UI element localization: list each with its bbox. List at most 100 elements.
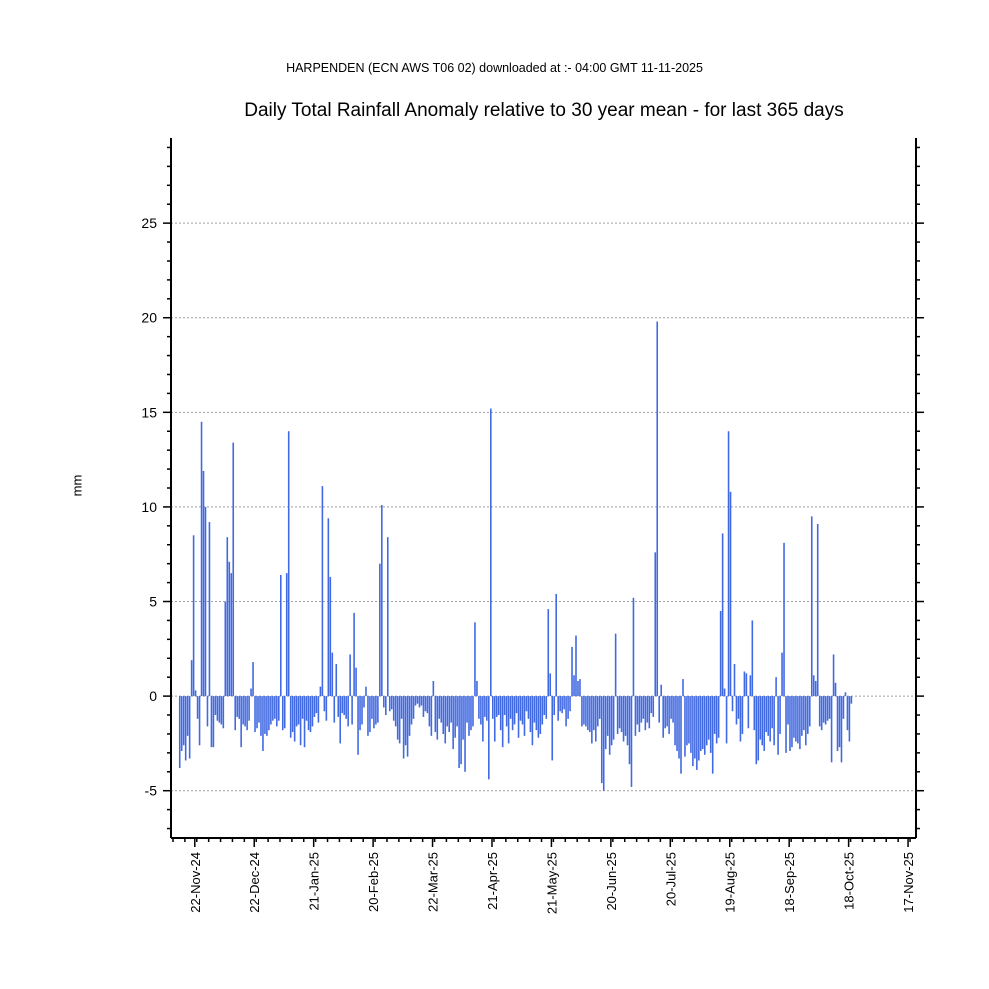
bar: [402, 696, 405, 759]
bar: [268, 696, 270, 731]
bar: [450, 696, 452, 723]
y-tick-label: 10: [141, 499, 157, 515]
bar: [210, 696, 213, 748]
bar: [775, 677, 777, 697]
bar: [252, 662, 254, 697]
bar: [299, 696, 302, 746]
bar: [456, 696, 458, 727]
bar: [377, 696, 379, 723]
y-tick-label: 0: [149, 688, 157, 704]
bar: [739, 696, 742, 742]
bar: [224, 601, 227, 697]
bar: [272, 696, 274, 721]
bar: [765, 696, 767, 733]
bar: [799, 696, 801, 750]
bar: [359, 696, 361, 731]
bar: [418, 696, 421, 708]
bar: [499, 696, 502, 731]
bar: [579, 679, 581, 697]
bar: [404, 696, 407, 746]
bar: [386, 537, 389, 697]
bar: [278, 696, 280, 721]
bar: [844, 692, 847, 697]
bar: [297, 696, 300, 725]
x-tick-label: 18-Oct-25: [842, 852, 857, 910]
bar: [703, 696, 706, 755]
bar: [525, 696, 528, 712]
bar: [283, 696, 286, 729]
bar: [575, 635, 577, 697]
bar: [398, 696, 401, 744]
bar: [803, 696, 805, 731]
bar: [698, 696, 700, 761]
bar: [303, 696, 306, 748]
bar: [755, 696, 758, 765]
bar: [266, 696, 268, 736]
bar: [232, 442, 235, 697]
bar: [472, 696, 474, 727]
y-tick-label: -5: [145, 783, 158, 799]
bar: [262, 696, 264, 751]
bar: [452, 696, 454, 750]
bar: [531, 696, 534, 746]
bar: [226, 537, 229, 697]
bar: [840, 696, 843, 763]
bar: [632, 597, 635, 697]
bar: [416, 696, 419, 704]
bar: [331, 652, 334, 697]
bar: [228, 561, 231, 697]
bar: [541, 696, 544, 725]
bar: [729, 491, 732, 697]
bar: [672, 696, 674, 723]
x-tick-label: 21-May-25: [544, 852, 559, 914]
bar: [517, 696, 520, 738]
bar: [834, 682, 837, 697]
bar: [846, 696, 849, 731]
bar: [200, 421, 203, 697]
bar: [658, 696, 660, 723]
bar: [392, 696, 395, 721]
bar: [258, 696, 260, 723]
bar: [610, 696, 613, 746]
bar: [767, 696, 769, 736]
bar: [709, 696, 712, 753]
bar: [323, 696, 326, 712]
bar: [753, 696, 756, 731]
bar: [583, 696, 585, 725]
bar: [650, 696, 653, 714]
bar: [412, 696, 415, 719]
bar: [246, 696, 248, 731]
bar: [424, 696, 427, 712]
bar: [454, 696, 456, 738]
bar: [761, 696, 764, 746]
bar: [565, 696, 567, 727]
bar: [212, 696, 215, 748]
bar: [682, 679, 684, 697]
bar: [426, 696, 429, 714]
bar: [600, 696, 603, 784]
bar: [589, 696, 591, 733]
bar: [493, 696, 496, 742]
bar: [295, 696, 298, 727]
bar: [593, 696, 595, 731]
bar: [436, 696, 439, 740]
bar: [769, 696, 771, 742]
bar: [444, 696, 447, 744]
bar: [178, 696, 181, 768]
bar: [509, 696, 512, 719]
bar: [521, 696, 524, 725]
bar: [705, 696, 708, 746]
bar: [678, 696, 680, 759]
bar: [491, 696, 494, 719]
bar: [248, 696, 250, 721]
bar: [198, 696, 201, 746]
bar: [527, 696, 530, 719]
bar: [363, 696, 365, 708]
bar: [652, 696, 655, 717]
bar: [307, 696, 310, 731]
bar: [341, 696, 343, 714]
bar: [347, 696, 349, 727]
bar: [519, 696, 522, 721]
bar: [569, 696, 571, 712]
bar: [305, 696, 308, 721]
